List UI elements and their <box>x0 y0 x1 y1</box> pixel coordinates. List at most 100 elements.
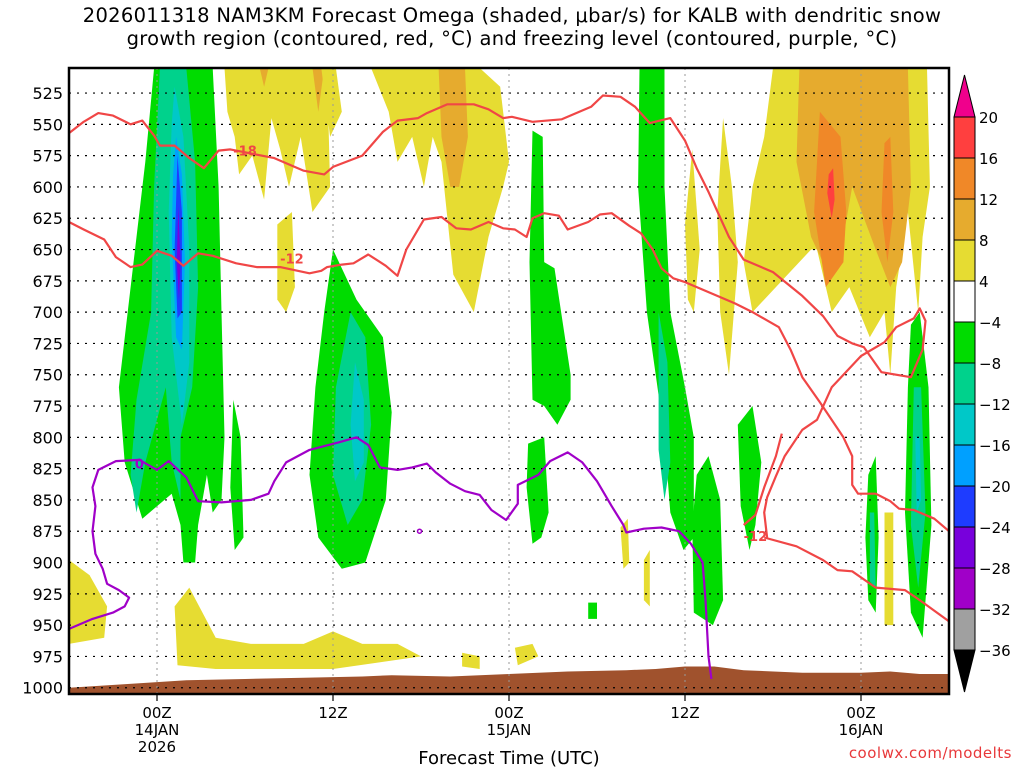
colorbar-tick-label: −12 <box>979 396 1011 414</box>
omega-region-neg8 <box>529 130 571 425</box>
omega-region-4 <box>884 512 894 626</box>
y-axis: 525 550 575 600 625 650 675 700 725 750 775 800 825 8… <box>22 84 63 698</box>
y-tick-label: 850 <box>32 491 63 510</box>
freezing-level-contour <box>69 436 713 680</box>
colorbar-tick-label: 20 <box>979 109 998 127</box>
omega-region-4 <box>69 560 108 644</box>
dgz-contour-label: -12 <box>280 252 304 267</box>
y-tick-label: 600 <box>32 178 63 197</box>
colorbar-tick-label: −20 <box>979 478 1011 496</box>
colorbar: 20 16 12 8 4 −4 −8 −12 −16 −20 −24 −28 −32 −36 <box>953 74 1011 693</box>
colorbar-under-arrow <box>953 649 976 693</box>
omega-region-4 <box>277 212 295 313</box>
colorbar-segment <box>953 608 976 651</box>
colorbar-tick-label: 4 <box>979 273 989 291</box>
y-tick-label: 525 <box>32 84 63 103</box>
y-tick-label: 700 <box>32 303 63 322</box>
x-tick-label: 12Z <box>670 704 699 722</box>
omega-region-4 <box>514 643 539 666</box>
dgz-contour-18 <box>69 94 927 538</box>
omega-region-neg12 <box>658 312 671 500</box>
contour-lines: -18 -12 -12 0 <box>69 94 949 680</box>
dgz-contour-label: -12 <box>744 530 768 545</box>
y-tick-label: 575 <box>32 147 63 166</box>
omega-region-neg12 <box>869 512 876 588</box>
colorbar-over-arrow <box>953 74 976 118</box>
colorbar-segment <box>953 485 976 528</box>
y-tick-label: 800 <box>32 428 63 447</box>
omega-region-8 <box>259 68 269 87</box>
omega-region-4 <box>174 587 421 669</box>
chart-title-line-1: 2026011318 NAM3KM Forecast Omega (shaded… <box>82 4 942 27</box>
colorbar-segment <box>953 321 976 364</box>
x-tick-label: 00Z <box>494 704 523 722</box>
y-tick-label: 1000 <box>22 679 63 698</box>
colorbar-segment <box>953 198 976 241</box>
colorbar-tick-label: 16 <box>979 150 998 168</box>
y-tick-label: 975 <box>32 647 63 666</box>
x-tick-label: 12Z <box>318 704 347 722</box>
omega-region-4 <box>685 149 700 313</box>
y-tick-label: 775 <box>32 397 63 416</box>
omega-region-4 <box>409 68 416 100</box>
omega-region-8 <box>438 68 468 187</box>
colorbar-tick-label: 12 <box>979 191 998 209</box>
colorbar-segment <box>953 526 976 569</box>
x-tick-label: 16JAN <box>839 721 884 739</box>
colorbar-tick-label: −24 <box>979 519 1011 537</box>
y-tick-label: 650 <box>32 241 63 260</box>
credit-link[interactable]: coolwx.com/modelts <box>849 744 1012 762</box>
freezing-level-blip <box>416 528 423 534</box>
omega-region-neg8 <box>526 437 549 544</box>
y-tick-label: 675 <box>32 272 63 291</box>
omega-region-neg28 <box>176 205 181 300</box>
y-tick-label: 825 <box>32 460 63 479</box>
omega-region-4 <box>717 118 738 375</box>
dgz-contour-12 <box>763 536 949 623</box>
colorbar-segment <box>953 239 976 282</box>
y-tick-label: 725 <box>32 334 63 353</box>
colorbar-segment <box>953 280 976 323</box>
colorbar-segment <box>953 444 976 487</box>
x-axis-title: Forecast Time (UTC) <box>418 748 599 768</box>
y-tick-label: 625 <box>32 209 63 228</box>
omega-region-4 <box>462 652 480 669</box>
colorbar-segment <box>953 157 976 200</box>
omega-region-4 <box>643 550 650 607</box>
y-tick-label: 550 <box>32 115 63 134</box>
colorbar-tick-label: −36 <box>979 642 1011 660</box>
x-tick-label: 00Z <box>846 704 875 722</box>
colorbar-segment <box>953 567 976 610</box>
colorbar-tick-label: −4 <box>979 314 1001 332</box>
colorbar-segment <box>953 403 976 446</box>
colorbar-tick-label: −16 <box>979 437 1011 455</box>
omega-region-neg8 <box>692 456 724 626</box>
dgz-contour-label: -18 <box>233 145 257 160</box>
colorbar-segment <box>953 116 976 159</box>
omega-shading <box>69 68 932 669</box>
y-tick-label: 950 <box>32 616 63 635</box>
y-tick-label: 900 <box>32 554 63 573</box>
chart-title: 2026011318 NAM3KM Forecast Omega (shaded… <box>0 4 1024 50</box>
omega-region-12 <box>881 136 894 263</box>
y-tick-label: 925 <box>32 585 63 604</box>
freezing-level-label: 0 <box>135 458 144 473</box>
dgz-contour-12 <box>69 212 949 533</box>
omega-region-neg16 <box>350 362 364 482</box>
colorbar-tick-label: −32 <box>979 601 1011 619</box>
x-tick-label: 14JAN <box>135 721 180 739</box>
x-tick-label: 00Z <box>142 704 171 722</box>
chart-title-line-2: growth region (contoured, red, °C) and f… <box>126 27 898 50</box>
omega-region-neg8 <box>588 602 597 619</box>
y-tick-label: 875 <box>32 522 63 541</box>
omega-region-neg16 <box>915 437 922 513</box>
omega-region-4 <box>224 68 331 212</box>
omega-region-neg8 <box>638 68 694 550</box>
y-tick-label: 750 <box>32 366 63 385</box>
omega-region-8 <box>312 68 325 112</box>
dgz-contour-12 <box>742 433 783 526</box>
omega-region-4 <box>371 68 509 313</box>
colorbar-tick-label: 8 <box>979 232 989 250</box>
